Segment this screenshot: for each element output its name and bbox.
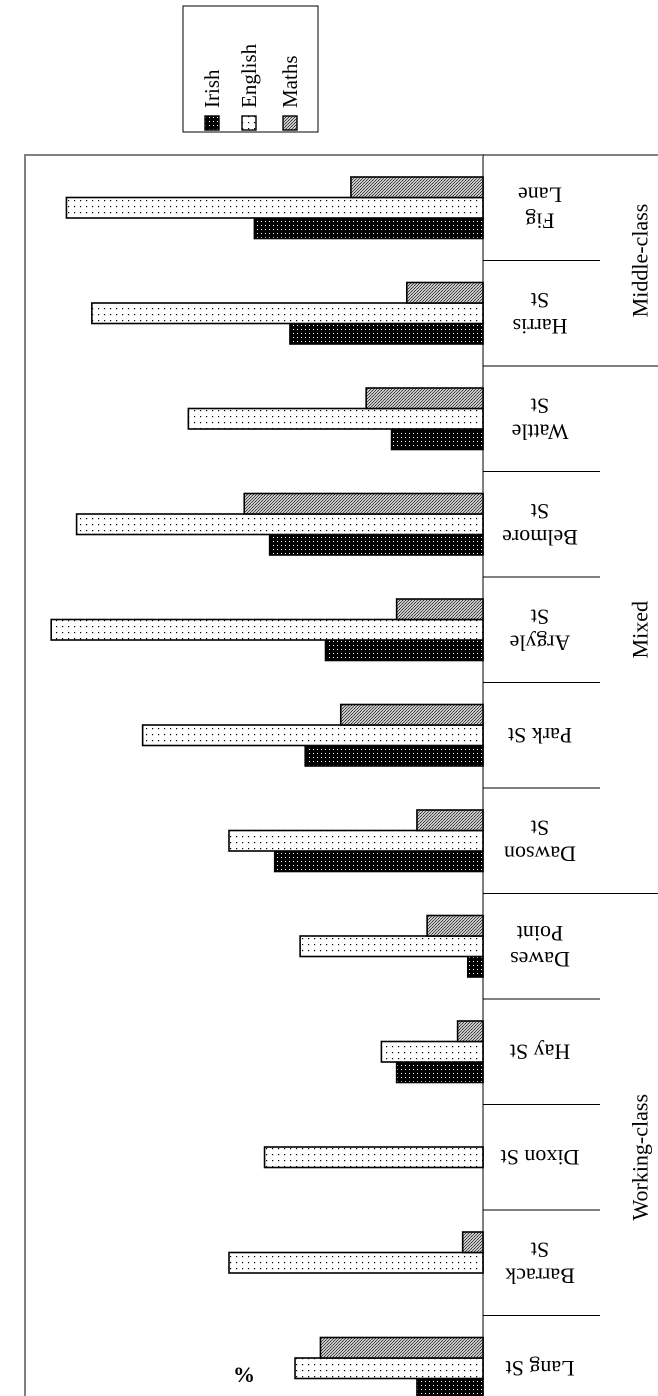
category-label: Park St	[508, 723, 572, 748]
bar-english-harris-st	[91, 302, 484, 325]
group-label-middle-class: Middle-class	[628, 204, 653, 318]
bar-maths-dawes-point	[426, 914, 484, 937]
bar-maths-belmore-st	[243, 492, 484, 515]
category-label: Belmore	[502, 525, 578, 550]
category-label: Dawson	[504, 841, 576, 866]
bar-irish-hay-st	[395, 1061, 484, 1084]
bar-maths-barrack-st	[461, 1231, 484, 1254]
legend-swatch-maths	[282, 115, 298, 131]
category-label: St	[531, 288, 549, 313]
bar-irish-wattle-st	[390, 428, 484, 451]
group-label-working-class: Working-class	[628, 1094, 653, 1221]
category-label: Wattle	[512, 419, 569, 444]
category-label: St	[531, 499, 549, 524]
category-label: St	[531, 1237, 549, 1262]
category-label: Argyle	[510, 630, 571, 655]
bar-english-barrack-st	[228, 1251, 484, 1274]
legend-box	[182, 5, 319, 133]
legend-label-irish: Irish	[200, 69, 224, 108]
bar-maths-hay-st	[456, 1020, 484, 1043]
category-label: St	[531, 815, 549, 840]
category-label: Lang St	[505, 1356, 574, 1381]
bar-english-lang-st	[294, 1357, 484, 1380]
category-label: Fig	[525, 208, 554, 233]
bar-irish-park-st	[304, 744, 484, 767]
bars-layer	[50, 176, 484, 1396]
bar-maths-park-st	[339, 703, 484, 726]
legend-label-maths: Maths	[278, 56, 302, 109]
bar-english-hay-st	[380, 1040, 484, 1063]
category-label: Barrack	[505, 1263, 575, 1288]
bar-irish-belmore-st	[268, 533, 484, 556]
bar-irish-dawson-st	[273, 850, 484, 873]
legend-swatch-english	[241, 115, 257, 131]
category-label: Point	[517, 921, 563, 946]
bar-english-dixon-st	[263, 1146, 484, 1169]
bar-irish-fig-lane	[253, 217, 484, 240]
legend: Irish English Maths	[182, 5, 319, 133]
bar-maths-harris-st	[405, 281, 484, 304]
bar-irish-lang-st	[416, 1377, 484, 1396]
bar-irish-dawes-point	[466, 955, 484, 978]
category-label: St	[531, 604, 549, 629]
bar-irish-argyle-st	[324, 639, 484, 662]
bar-english-argyle-st	[50, 618, 484, 641]
bar-english-park-st	[141, 724, 484, 747]
bar-english-dawes-point	[299, 935, 484, 958]
bar-english-fig-lane	[65, 196, 484, 219]
category-label: Hay St	[510, 1039, 571, 1064]
bar-english-wattle-st	[187, 407, 484, 430]
bar-maths-fig-lane	[350, 176, 484, 199]
category-label: Dixon St	[501, 1145, 580, 1170]
group-label-mixed: Mixed	[628, 601, 653, 658]
bar-english-dawson-st	[228, 829, 484, 852]
bar-english-belmore-st	[75, 513, 484, 536]
category-label: Harris	[513, 314, 568, 339]
legend-label-english: English	[237, 43, 261, 108]
bar-maths-lang-st	[319, 1336, 484, 1359]
bar-irish-harris-st	[289, 322, 484, 345]
category-label: St	[531, 393, 549, 418]
group-labels: Working-class Mixed Middle-class	[483, 204, 658, 1221]
legend-swatch-irish	[204, 115, 220, 131]
category-label: Lane	[518, 182, 562, 207]
bar-maths-wattle-st	[365, 387, 484, 410]
category-label: Dawes	[510, 947, 570, 972]
axis-title-y: %	[233, 1362, 255, 1387]
bar-maths-argyle-st	[395, 598, 484, 621]
bar-maths-dawson-st	[416, 809, 484, 832]
